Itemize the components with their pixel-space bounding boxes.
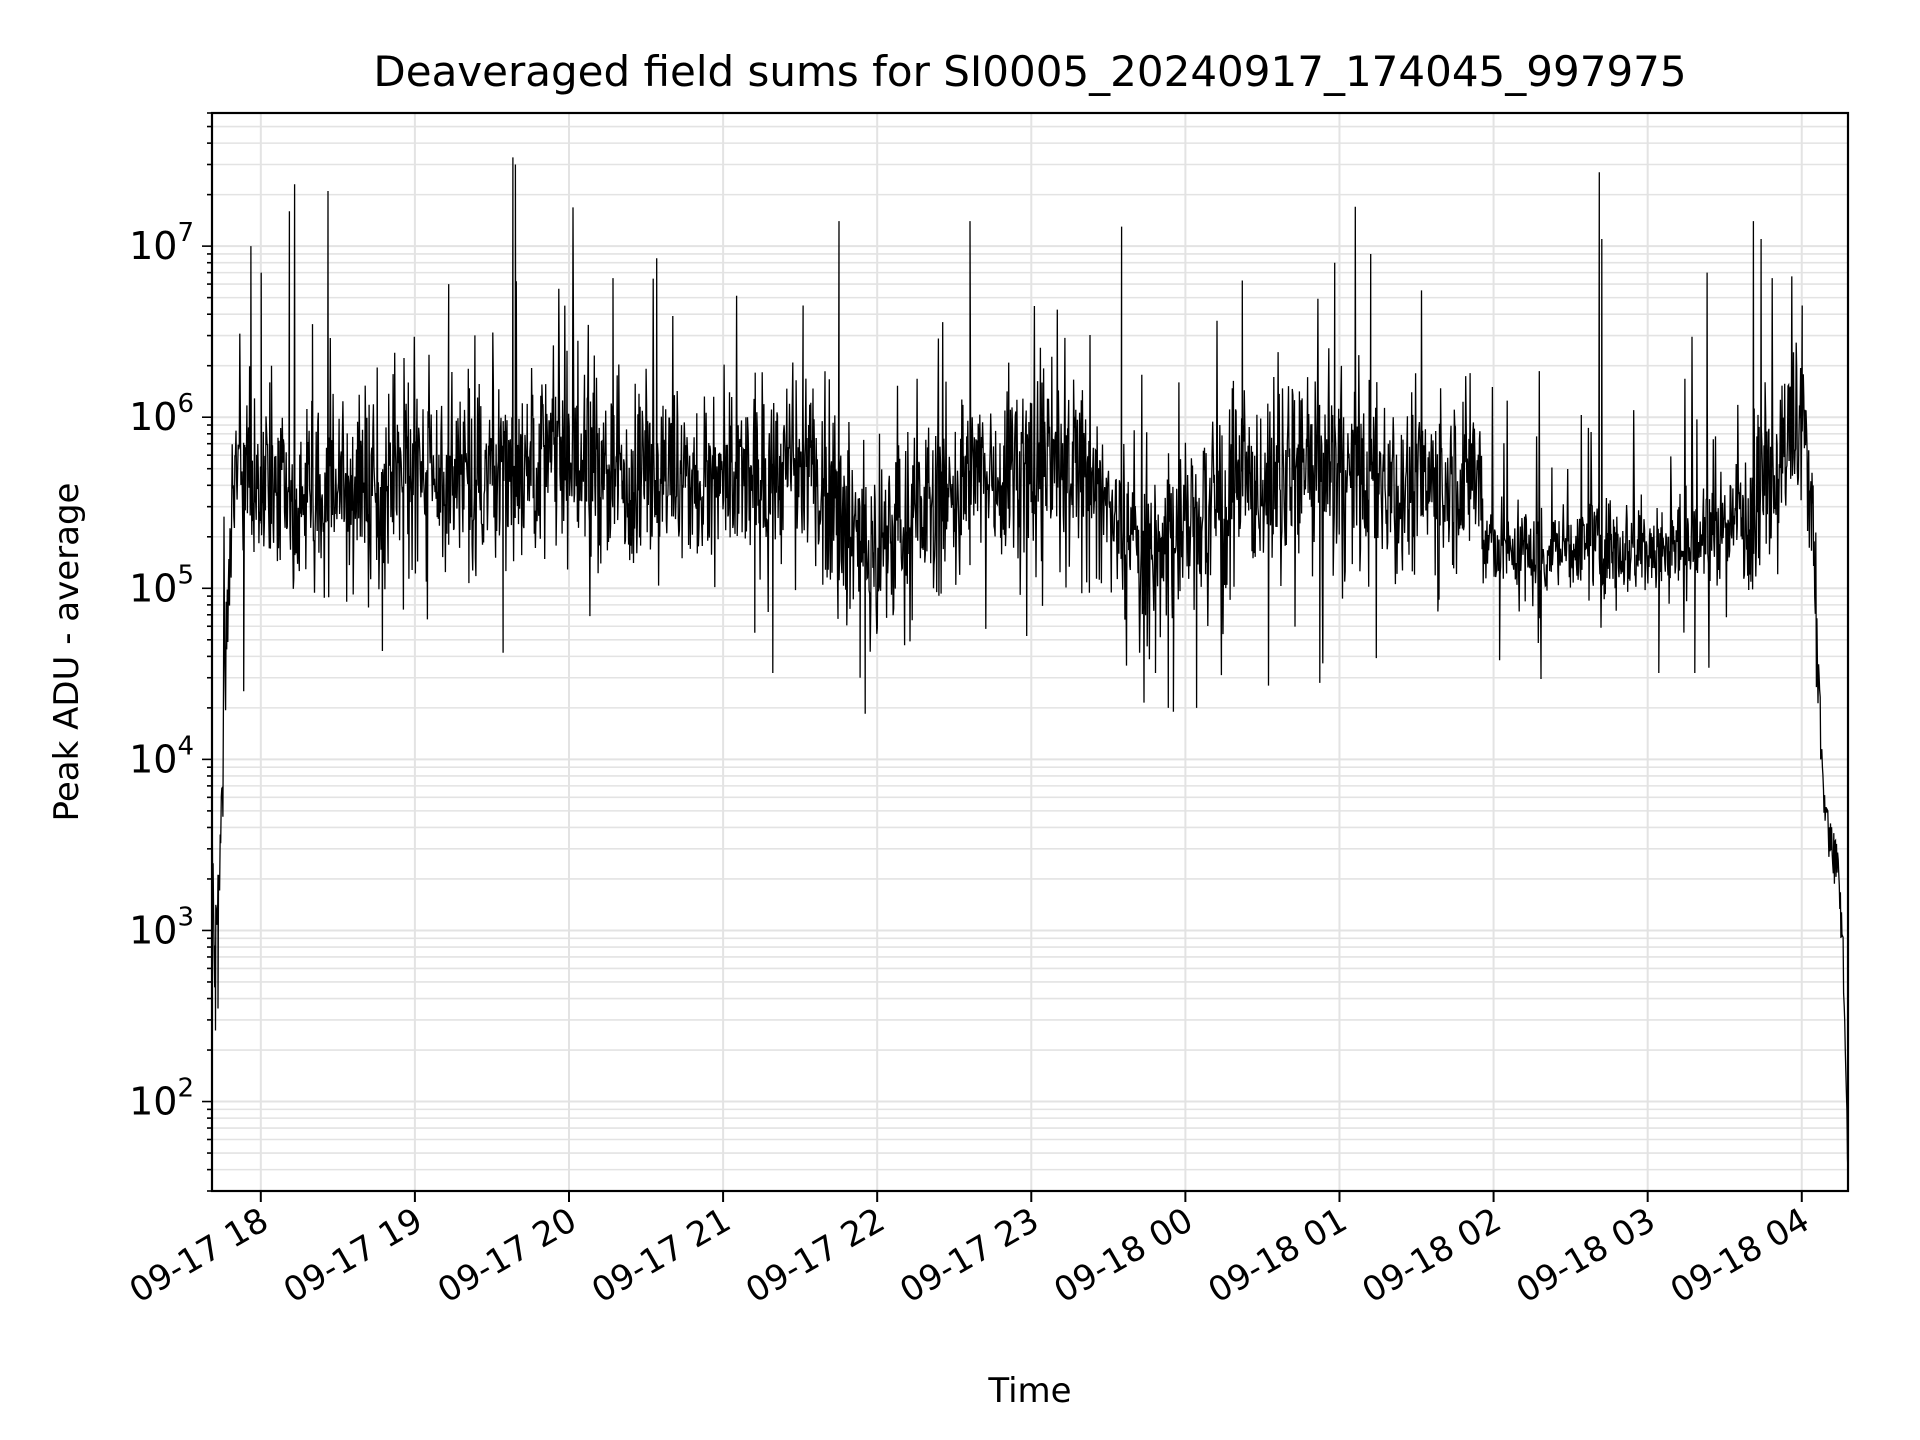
y-tick-label: 102 — [129, 1074, 194, 1124]
y-tick-base: 10 — [129, 908, 177, 952]
y-tick-exponent: 7 — [177, 218, 194, 248]
y-tick-exponent: 6 — [177, 389, 194, 419]
y-tick-label: 107 — [129, 218, 194, 268]
y-tick-label: 105 — [129, 560, 194, 610]
series-layer — [211, 157, 1849, 1173]
series-line — [211, 157, 1849, 1173]
y-tick-exponent: 4 — [177, 731, 194, 761]
y-tick-exponent: 5 — [177, 560, 194, 590]
y-tick-exponent: 2 — [177, 1074, 194, 1104]
y-tick-base: 10 — [129, 224, 177, 268]
y-tick-base: 10 — [129, 737, 177, 781]
y-tick-label: 104 — [129, 731, 194, 781]
y-tick-exponent: 3 — [177, 902, 194, 932]
y-tick-base: 10 — [129, 566, 177, 610]
plot-frame — [210, 111, 1850, 1193]
x-axis-label: Time — [987, 1371, 1071, 1411]
y-tick-base: 10 — [129, 1080, 177, 1124]
y-axis-label: Peak ADU - average — [47, 483, 87, 822]
y-tick-label: 103 — [129, 902, 194, 952]
y-tick-base: 10 — [129, 395, 177, 439]
y-tick-label: 106 — [129, 389, 194, 439]
chart-title: Deaveraged field sums for SI0005_2024091… — [373, 47, 1686, 96]
